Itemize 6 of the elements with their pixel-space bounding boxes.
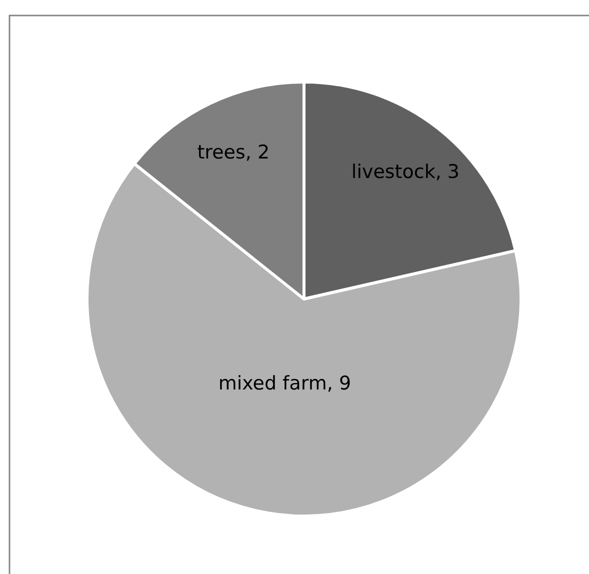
slice-label: mixed farm bbox=[218, 372, 327, 395]
slice-label: trees bbox=[197, 141, 246, 164]
data-label: , 3 bbox=[435, 160, 460, 183]
slice-label: livestock bbox=[351, 160, 436, 183]
data-label: , 2 bbox=[245, 141, 270, 164]
data-label: , 9 bbox=[326, 372, 352, 395]
